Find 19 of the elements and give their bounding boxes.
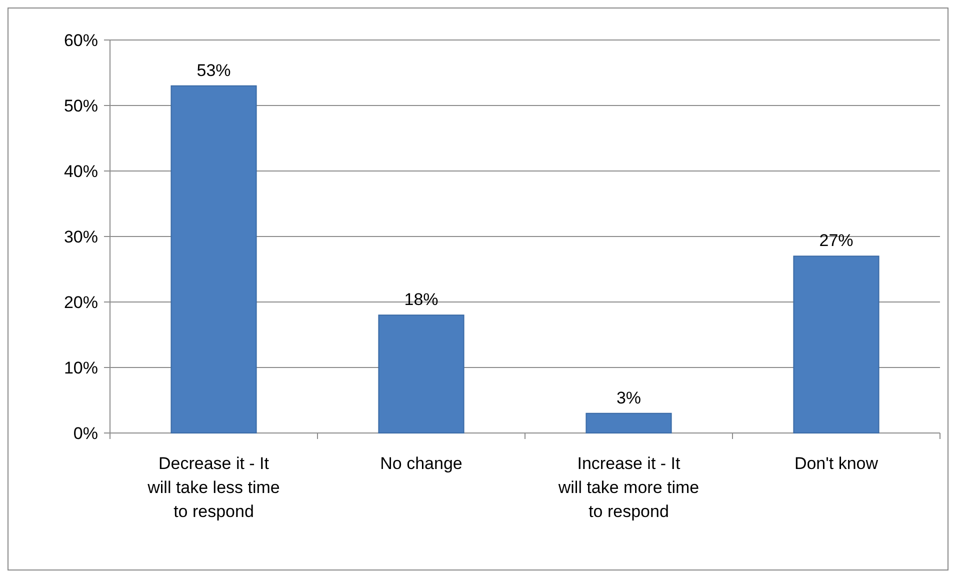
data-label: 3% xyxy=(616,388,642,408)
y-tick-label: 40% xyxy=(64,162,98,181)
bar xyxy=(793,256,880,434)
x-tick-label: Increase it - It will take more time to respond xyxy=(557,454,700,521)
y-tick-label: 20% xyxy=(64,292,98,312)
data-label: 53% xyxy=(196,60,231,80)
bar xyxy=(170,85,257,434)
y-tick-label: 10% xyxy=(64,358,98,378)
y-tick-label: 0% xyxy=(73,424,98,443)
y-tick-label: 60% xyxy=(64,30,98,50)
bar xyxy=(378,314,464,434)
y-tick-label: 30% xyxy=(64,227,98,246)
x-tick-label: Decrease it - It will take less time to respond xyxy=(146,454,280,521)
bar xyxy=(586,412,672,434)
x-tick-label: Don't know xyxy=(794,454,879,473)
data-label: 18% xyxy=(404,290,438,310)
data-label: 27% xyxy=(819,231,854,250)
x-tick-label: No change xyxy=(380,454,462,473)
y-tick-label: 50% xyxy=(64,96,98,116)
